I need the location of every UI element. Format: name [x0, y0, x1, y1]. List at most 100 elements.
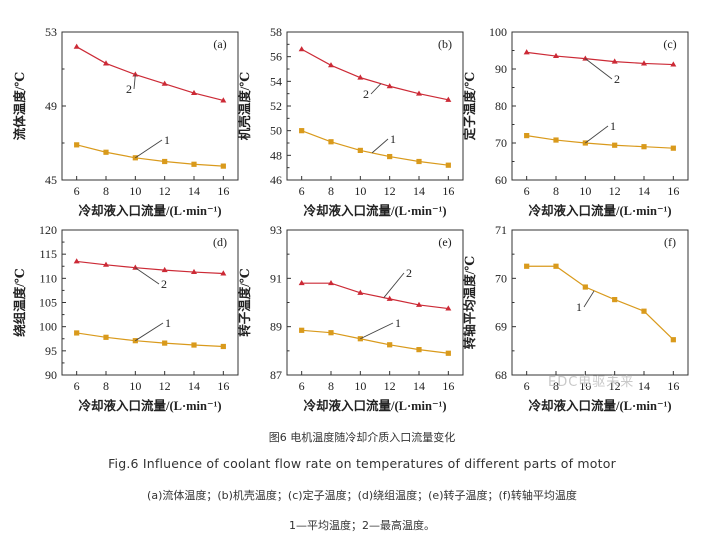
data-point-square [328, 330, 334, 336]
panel-label: (c) [663, 37, 676, 51]
data-point-square [220, 163, 226, 169]
data-point-triangle [386, 295, 393, 301]
data-point-square [103, 334, 109, 340]
x-tick-label: 16 [442, 184, 454, 198]
series-line [526, 135, 674, 149]
data-point-triangle [416, 90, 422, 96]
x-tick-label: 14 [413, 379, 425, 393]
data-point-triangle [445, 305, 452, 311]
plot-frame [286, 229, 464, 376]
subfigure-caption: (a)流体温度；(b)机壳温度；(c)定子温度；(d)绕组温度；(e)转子温度；… [147, 489, 577, 502]
data-point-square [328, 139, 334, 145]
data-point-square [445, 350, 451, 356]
y-tick-label: 46 [270, 173, 282, 187]
series-line [76, 332, 224, 348]
data-point-triangle [357, 289, 364, 295]
x-axis-title: 冷却液入口流量/(L·min⁻¹) [529, 398, 672, 413]
data-point-triangle [161, 80, 168, 86]
y-tick-label: 53 [45, 25, 57, 39]
x-tick-label: 14 [413, 184, 425, 198]
x-tick-label: 6 [524, 184, 530, 198]
data-point-square [387, 342, 393, 348]
series-label: 2 [363, 87, 369, 101]
chart-panel: (e)6 8 10 12 14 1687899193冷却液入口流量/(L·min⁻¹)转子… [237, 223, 464, 413]
series-label: 2 [126, 82, 132, 96]
x-tick-label: 6 [299, 184, 305, 198]
series-leader-line [370, 83, 382, 95]
data-point-square [670, 145, 676, 151]
series-line [301, 130, 449, 166]
chart-panel: (d)6 8 10 12 14 169095100105110115120冷却液入口流量/… [12, 223, 239, 413]
x-tick-label: 16 [667, 379, 679, 393]
series-leader-line [583, 290, 595, 308]
data-point-triangle [386, 83, 393, 89]
data-point-square [553, 137, 559, 143]
x-tick-label: 6 [524, 379, 530, 393]
series-label: 1 [164, 133, 170, 147]
series-line [76, 144, 224, 167]
data-point-square [299, 327, 305, 333]
x-tick-label: 12 [159, 379, 171, 393]
data-point-square [445, 162, 451, 168]
x-tick-label: 8 [328, 184, 334, 198]
x-tick-label: 8 [328, 379, 334, 393]
series-leader-line [383, 272, 405, 298]
data-point-square [524, 133, 530, 139]
data-point-triangle [416, 301, 422, 307]
y-axis-title: 转轴平均温度/℃ [462, 256, 477, 349]
y-axis-title: 绕组温度/℃ [12, 268, 27, 336]
series-label: 1 [576, 300, 582, 314]
data-point-triangle [161, 266, 168, 273]
y-tick-label: 93 [270, 223, 282, 237]
series-label: 1 [390, 132, 396, 146]
curve-legend-caption: 1—平均温度；2—最高温度。 [289, 519, 435, 532]
x-tick-label: 6 [299, 379, 305, 393]
data-point-triangle [328, 279, 334, 286]
series-label: 1 [165, 316, 171, 330]
panel-label: (d) [213, 235, 227, 249]
data-point-triangle [298, 46, 305, 52]
x-tick-label: 10 [129, 184, 141, 198]
y-tick-label: 90 [495, 62, 507, 76]
y-tick-label: 87 [270, 368, 282, 382]
data-point-square [416, 347, 422, 353]
data-point-square [162, 340, 168, 346]
data-point-triangle [357, 74, 364, 80]
series-leader-line [585, 125, 609, 144]
data-point-square [553, 263, 559, 269]
x-axis-title: 冷却液入口流量/(L·min⁻¹) [79, 203, 222, 218]
series-label: 1 [395, 316, 401, 330]
data-point-triangle [220, 97, 227, 103]
y-tick-label: 50 [270, 124, 282, 138]
data-point-triangle [298, 279, 305, 286]
data-point-triangle [73, 43, 80, 49]
watermark-logo: EDC电驱未来 [548, 375, 635, 390]
y-tick-label: 58 [270, 25, 282, 39]
x-tick-label: 10 [354, 379, 366, 393]
data-point-triangle [220, 270, 227, 276]
x-tick-label: 14 [638, 379, 650, 393]
chart-panel: (b)6 8 10 12 14 1646485052545658冷却液入口流量/(L·mi… [237, 25, 464, 218]
x-tick-label: 16 [217, 184, 229, 198]
series-line [76, 260, 224, 275]
data-point-square [387, 153, 393, 160]
y-tick-label: 120 [39, 223, 57, 237]
x-tick-label: 16 [667, 184, 679, 198]
plot-frame [511, 229, 689, 376]
y-tick-label: 80 [495, 99, 507, 113]
series-leader-line [135, 139, 163, 159]
y-tick-label: 90 [45, 368, 57, 382]
data-point-square [220, 343, 226, 350]
series-line [526, 265, 674, 341]
data-point-square [612, 297, 618, 303]
figure-panels: (a)6 8 10 12 14 16454953冷却液入口流量/(L·min⁻¹)流体温度… [12, 25, 689, 413]
data-point-triangle [73, 258, 80, 264]
data-point-square [612, 142, 618, 148]
series-leader-line [585, 58, 613, 80]
y-tick-label: 95 [45, 344, 57, 358]
data-point-square [191, 342, 197, 348]
data-point-square [74, 330, 80, 336]
x-tick-label: 14 [638, 184, 650, 198]
chart-panel: (a)6 8 10 12 14 16454953冷却液入口流量/(L·min⁻¹)流体温度… [12, 25, 239, 218]
panel-label: (a) [213, 37, 226, 51]
